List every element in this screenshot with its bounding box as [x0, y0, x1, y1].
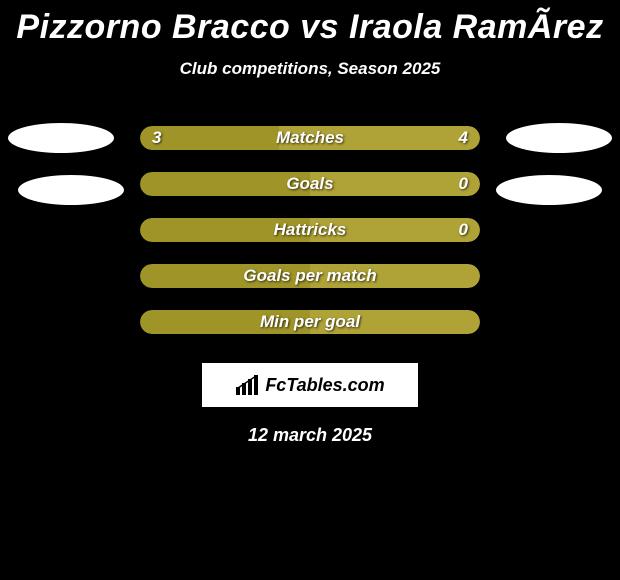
stat-bar-right [310, 264, 480, 288]
stat-bar [140, 172, 480, 196]
stat-row: Hattricks0 [0, 207, 620, 253]
stat-bar-right [310, 172, 480, 196]
stat-row: Min per goal [0, 299, 620, 345]
stat-bar-left [140, 172, 310, 196]
stats-container: Matches34Goals0Hattricks0Goals per match… [0, 115, 620, 345]
stat-row: Matches34 [0, 115, 620, 161]
stat-bar-right [310, 218, 480, 242]
stat-bar [140, 310, 480, 334]
subtitle: Club competitions, Season 2025 [0, 59, 620, 79]
stat-bar-left [140, 218, 310, 242]
player-ellipse-left [18, 175, 124, 205]
stat-bar-left [140, 310, 310, 334]
player-ellipse-right [496, 175, 602, 205]
stat-bar [140, 218, 480, 242]
stat-row: Goals0 [0, 161, 620, 207]
logo-text: FcTables.com [265, 375, 384, 396]
stat-bar-left [140, 264, 310, 288]
stat-bar-left [140, 126, 279, 150]
page-title: Pizzorno Bracco vs Iraola RamÃ­rez [0, 0, 620, 47]
player-ellipse-left [8, 123, 114, 153]
bars-icon [235, 375, 261, 395]
stat-bar [140, 126, 480, 150]
stat-bar-right [279, 126, 480, 150]
logo-box: FcTables.com [202, 363, 418, 407]
player-ellipse-right [506, 123, 612, 153]
stat-bar-right [310, 310, 480, 334]
stat-row: Goals per match [0, 253, 620, 299]
date: 12 march 2025 [0, 425, 620, 446]
stat-bar [140, 264, 480, 288]
